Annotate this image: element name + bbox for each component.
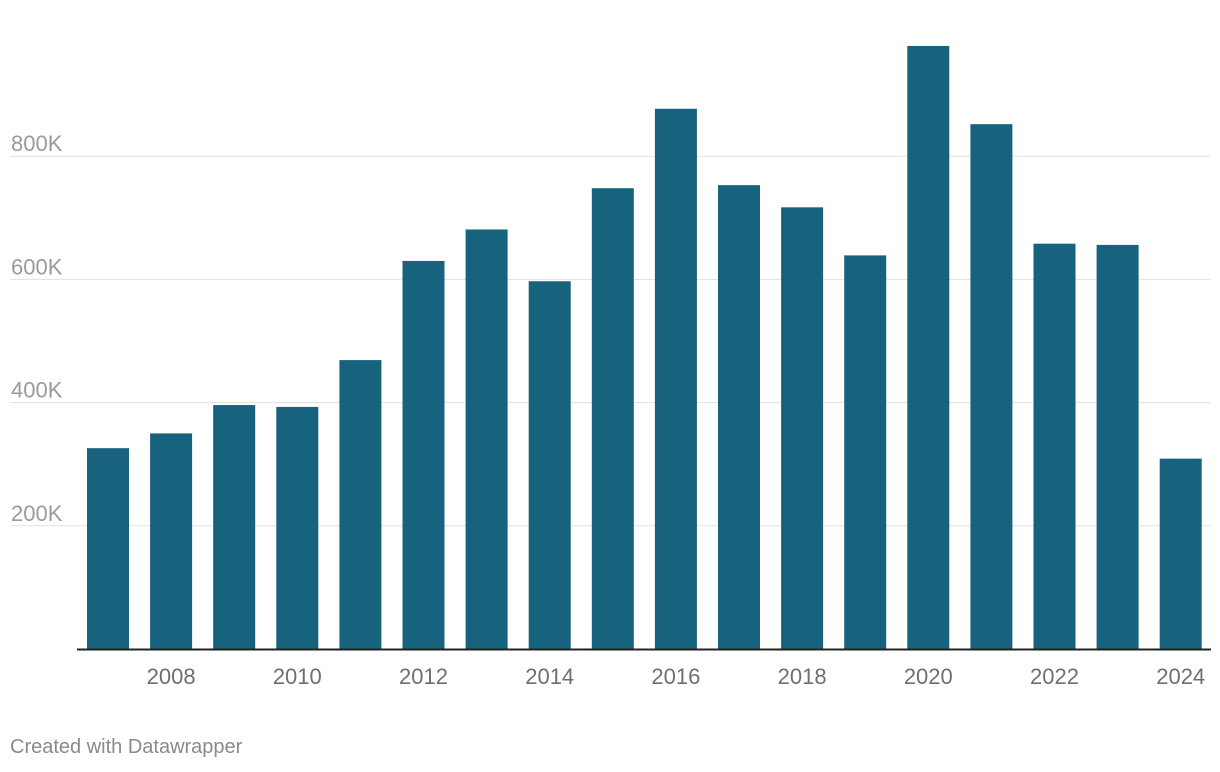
bar-2007 [87,448,129,649]
bar-2024 [1159,458,1202,649]
bar-2020 [907,45,950,650]
bar-2021 [970,124,1013,650]
bar-2018 [781,207,824,649]
x-tick-label: 2018 [778,664,827,689]
y-axis-labels: 200K 400K 600K 800K [11,131,63,526]
x-tick-label: 2016 [651,664,700,689]
bars [87,45,1202,650]
y-tick-label: 400K [11,378,63,403]
bar-2014 [528,281,571,649]
bar-2010 [276,406,319,649]
x-tick-label: 2022 [1030,664,1079,689]
bar-2022 [1033,243,1076,649]
bar-2009 [213,405,256,649]
x-tick-label: 2024 [1156,664,1205,689]
credit-text: Created with Datawrapper [10,736,243,758]
x-tick-label: 2020 [904,664,953,689]
x-axis-labels: 2008 2010 2012 2014 2016 2018 2020 2022 2024 [147,664,1206,689]
bar-2016 [654,108,697,649]
bar-2023 [1096,244,1139,650]
bar-2012 [402,260,445,649]
bar-2013 [465,229,508,649]
x-tick-label: 2014 [525,664,574,689]
y-tick-label: 200K [11,501,63,526]
bar-2017 [718,185,760,650]
bar-2015 [591,188,634,649]
x-tick-label: 2008 [147,664,196,689]
x-tick-label: 2010 [273,664,322,689]
y-tick-label: 600K [11,254,63,279]
bar-2008 [150,433,193,649]
bar-2011 [339,360,382,649]
y-tick-label: 800K [11,131,63,156]
bar-2019 [844,255,887,649]
x-tick-label: 2012 [399,664,448,689]
